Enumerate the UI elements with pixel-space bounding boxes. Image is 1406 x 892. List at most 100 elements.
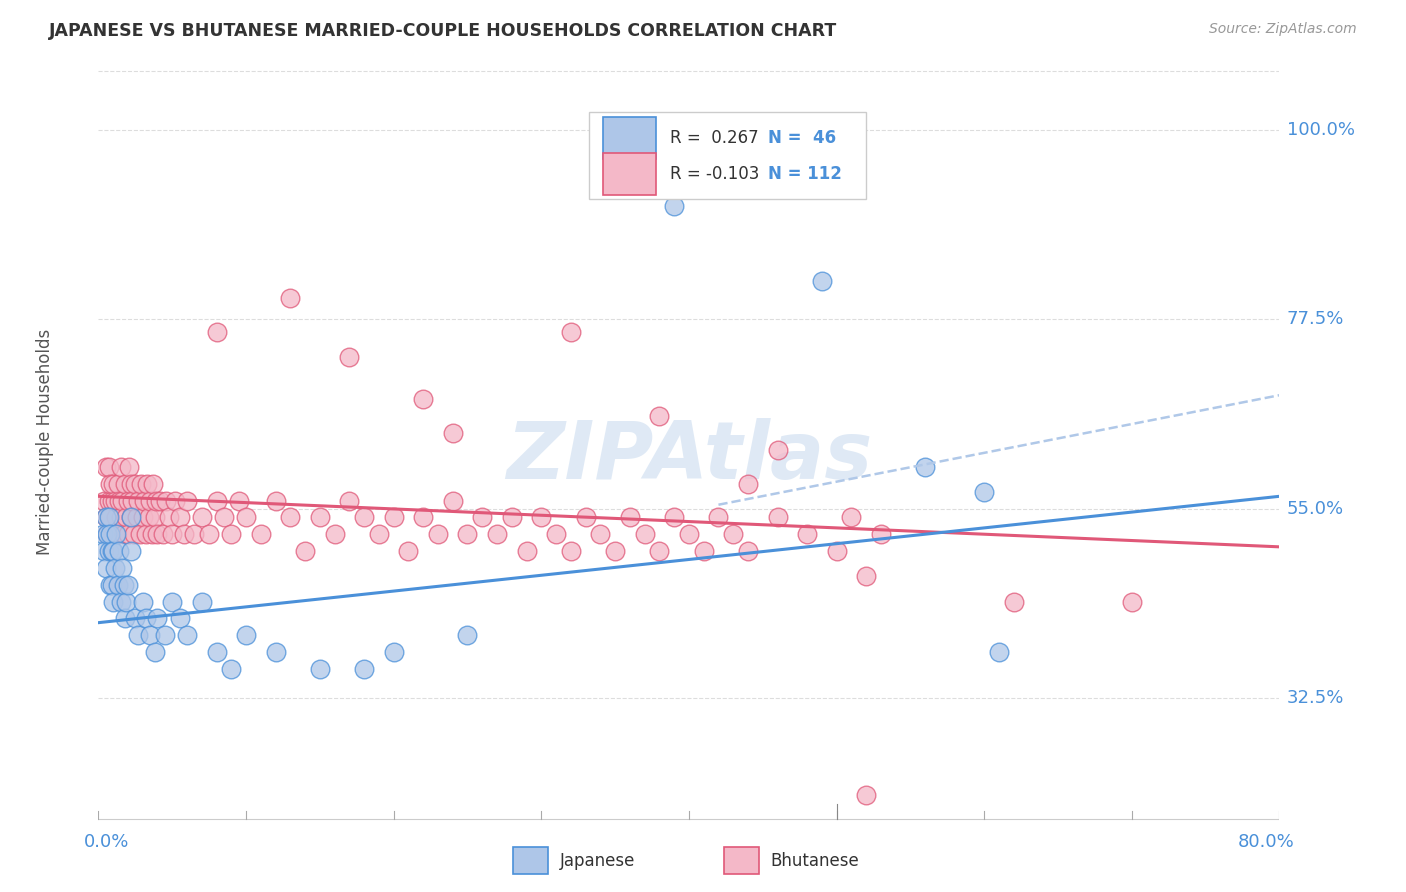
Point: [110, 594, 132, 608]
Point: [1121, 594, 1143, 608]
Point: [546, 527, 568, 541]
Point: [441, 426, 464, 441]
Point: [124, 476, 146, 491]
Point: [205, 645, 228, 659]
Text: 100.0%: 100.0%: [1286, 120, 1355, 139]
Point: [169, 611, 191, 625]
Point: [122, 527, 145, 541]
Point: [183, 527, 205, 541]
Point: [103, 544, 125, 558]
Point: [368, 527, 391, 541]
Point: [93, 544, 115, 558]
Point: [169, 510, 191, 524]
Point: [309, 510, 332, 524]
Point: [127, 493, 149, 508]
Point: [766, 510, 789, 524]
Point: [412, 510, 434, 524]
Point: [134, 493, 156, 508]
Point: [155, 493, 177, 508]
Point: [560, 325, 582, 339]
Point: [560, 544, 582, 558]
Point: [457, 628, 479, 642]
Point: [141, 527, 163, 541]
Point: [149, 493, 172, 508]
Point: [988, 645, 1011, 659]
Text: R =  0.267: R = 0.267: [671, 129, 759, 147]
Point: [737, 476, 759, 491]
Point: [382, 645, 405, 659]
Point: [648, 409, 671, 424]
Point: [323, 527, 346, 541]
Point: [108, 544, 131, 558]
FancyBboxPatch shape: [603, 153, 655, 194]
Point: [127, 628, 149, 642]
Point: [97, 459, 120, 474]
Point: [104, 561, 127, 575]
Point: [723, 527, 745, 541]
Point: [100, 578, 122, 592]
Point: [94, 510, 117, 524]
Point: [471, 510, 494, 524]
Point: [664, 510, 686, 524]
Point: [501, 510, 523, 524]
Point: [398, 544, 420, 558]
Point: [112, 527, 135, 541]
Point: [575, 510, 598, 524]
Point: [205, 325, 228, 339]
Point: [693, 544, 716, 558]
Text: Source: ZipAtlas.com: Source: ZipAtlas.com: [1209, 22, 1357, 37]
Point: [117, 493, 139, 508]
Point: [136, 476, 159, 491]
Point: [103, 527, 125, 541]
Point: [176, 628, 198, 642]
Text: 0.0%: 0.0%: [84, 833, 129, 851]
Point: [146, 611, 169, 625]
Text: N =  46: N = 46: [768, 129, 837, 147]
Point: [152, 527, 174, 541]
Point: [94, 510, 117, 524]
Point: [810, 275, 832, 289]
Point: [97, 510, 120, 524]
Point: [339, 351, 361, 365]
Point: [221, 662, 243, 676]
Text: Japanese: Japanese: [560, 852, 636, 870]
Point: [107, 578, 129, 592]
Text: Bhutanese: Bhutanese: [770, 852, 859, 870]
Text: 80.0%: 80.0%: [1237, 833, 1295, 851]
Point: [212, 510, 235, 524]
Point: [870, 527, 893, 541]
Point: [118, 459, 141, 474]
Text: 55.0%: 55.0%: [1286, 500, 1344, 518]
Point: [143, 645, 166, 659]
Point: [135, 527, 157, 541]
Point: [841, 510, 863, 524]
Text: 32.5%: 32.5%: [1286, 690, 1344, 707]
Text: N = 112: N = 112: [768, 165, 842, 183]
Point: [412, 392, 434, 407]
Point: [110, 459, 132, 474]
Point: [855, 569, 877, 583]
Point: [1002, 594, 1025, 608]
Point: [120, 510, 142, 524]
Point: [110, 510, 132, 524]
Point: [486, 527, 509, 541]
Point: [530, 510, 553, 524]
Point: [162, 527, 183, 541]
Point: [619, 510, 641, 524]
Point: [100, 544, 122, 558]
Point: [98, 527, 121, 541]
Point: [98, 510, 121, 524]
Point: [280, 510, 302, 524]
Point: [198, 527, 221, 541]
Point: [153, 628, 176, 642]
Point: [162, 594, 183, 608]
Text: Married-couple Households: Married-couple Households: [37, 328, 55, 555]
Point: [228, 493, 250, 508]
Point: [173, 527, 195, 541]
Point: [115, 510, 138, 524]
Point: [115, 594, 138, 608]
Point: [114, 476, 136, 491]
Point: [339, 493, 361, 508]
Point: [441, 493, 464, 508]
Point: [205, 493, 228, 508]
